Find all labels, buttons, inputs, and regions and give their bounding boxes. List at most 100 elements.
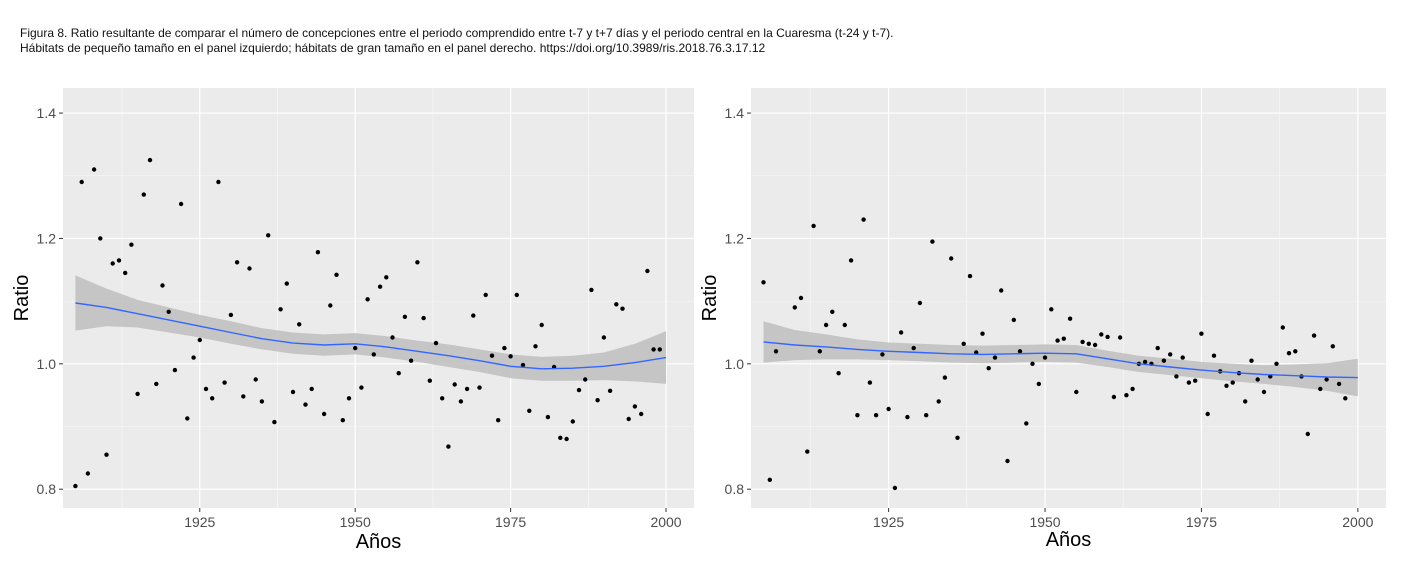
right-data-point <box>911 345 916 351</box>
left-x-tick-label: 1925 <box>184 514 215 530</box>
right-data-point <box>930 239 935 244</box>
right-data-point <box>1124 393 1129 398</box>
left-data-point <box>104 452 109 457</box>
right-data-point <box>1286 351 1292 356</box>
left-data-point <box>452 382 457 387</box>
right-data-point <box>805 449 810 454</box>
right-data-point <box>861 217 866 222</box>
left-data-point <box>241 394 246 399</box>
right-data-point <box>1255 377 1260 382</box>
right-data-point <box>961 341 966 346</box>
left-data-point <box>272 419 277 425</box>
right-data-point <box>880 352 885 357</box>
right-data-point <box>1142 359 1148 365</box>
right-y-tick-label: 1.0 <box>725 356 745 372</box>
left-data-point <box>160 283 165 288</box>
right-data-point <box>955 435 960 440</box>
right-data-point <box>917 300 923 306</box>
right-data-point <box>1311 333 1317 338</box>
left-data-point <box>601 335 607 340</box>
right-data-point <box>1161 358 1167 363</box>
left-data-point <box>135 391 140 397</box>
left-data-point <box>402 314 408 319</box>
left-data-point <box>595 398 600 403</box>
caption-line-1: Figura 8. Ratio resultante de comparar e… <box>20 26 894 40</box>
left-smooth-line <box>75 302 667 370</box>
left-data-point <box>284 281 289 286</box>
right-data-point <box>1086 341 1092 346</box>
left-data-point <box>185 416 190 421</box>
left-data-point <box>154 381 159 387</box>
left-data-point <box>197 337 202 343</box>
left-data-point <box>558 435 563 440</box>
left-data-point <box>477 385 482 390</box>
right-confidence-band <box>763 321 1358 397</box>
left-data-point <box>502 345 507 351</box>
left-data-point <box>166 309 171 314</box>
right-smooth-line <box>763 341 1358 379</box>
left-data-point <box>228 312 234 318</box>
right-data-point <box>811 223 816 229</box>
right-data-point <box>1017 349 1023 354</box>
left-data-point <box>589 287 594 293</box>
right-data-point <box>1261 389 1267 395</box>
right-data-point <box>836 371 841 376</box>
right-minor-grid <box>751 88 1386 508</box>
left-data-point <box>91 167 97 172</box>
left-confidence-band <box>75 275 666 384</box>
right-panel-chart: 0.8 1.0 1.2 1.4 1925 1950 1975 2000 Años Ratio <box>699 88 1386 551</box>
right-data-points <box>761 217 1348 491</box>
right-y-tick-label: 0.8 <box>725 481 745 497</box>
left-data-point <box>570 419 575 424</box>
left-data-point <box>234 260 240 265</box>
left-panel-background <box>63 88 694 508</box>
left-data-point <box>309 386 314 392</box>
right-data-point <box>798 295 804 301</box>
left-data-point <box>408 358 414 363</box>
right-data-point <box>999 288 1004 293</box>
left-data-point <box>539 322 544 328</box>
right-data-point <box>1099 332 1104 337</box>
right-data-point <box>1274 361 1279 366</box>
right-x-tick-label: 1950 <box>1029 514 1060 530</box>
left-data-point <box>489 353 495 358</box>
right-data-point <box>1230 380 1235 385</box>
left-data-point <box>651 347 656 352</box>
right-data-point <box>1180 355 1185 360</box>
right-data-point <box>1111 394 1117 400</box>
left-data-point <box>545 414 551 420</box>
right-y-tick-label: 1.4 <box>725 105 745 121</box>
right-data-point <box>1280 325 1286 330</box>
left-x-axis-title: Años <box>356 531 402 553</box>
left-data-point <box>290 389 296 395</box>
right-data-point <box>1061 336 1067 341</box>
left-data-point <box>123 270 128 276</box>
left-data-point <box>321 411 327 417</box>
right-data-point <box>936 399 941 404</box>
left-data-point <box>639 411 644 417</box>
left-data-point <box>657 347 662 352</box>
right-data-point <box>873 413 879 418</box>
left-data-point <box>496 418 501 423</box>
left-data-point <box>315 250 321 255</box>
right-data-point <box>1036 381 1042 387</box>
left-panel-chart: 0.8 1.0 1.2 1.4 1925 1950 1975 2000 Años Ratio <box>11 88 694 553</box>
left-data-point <box>446 444 451 449</box>
left-data-point <box>645 268 650 274</box>
left-data-point <box>365 297 370 302</box>
left-data-point <box>147 157 153 163</box>
right-y-tick-label: 1.2 <box>725 230 745 246</box>
right-data-point <box>967 273 973 279</box>
right-data-point <box>1336 381 1342 387</box>
right-data-point <box>1042 355 1048 360</box>
left-data-point <box>79 179 84 185</box>
right-data-point <box>848 258 854 263</box>
left-data-point <box>359 385 364 390</box>
left-x-tick-label: 2000 <box>650 514 681 530</box>
left-data-point <box>520 362 526 368</box>
right-data-point <box>1305 431 1311 437</box>
right-data-point <box>1067 316 1073 321</box>
right-data-point <box>867 380 873 385</box>
left-data-point <box>85 471 91 476</box>
left-data-point <box>533 344 538 349</box>
